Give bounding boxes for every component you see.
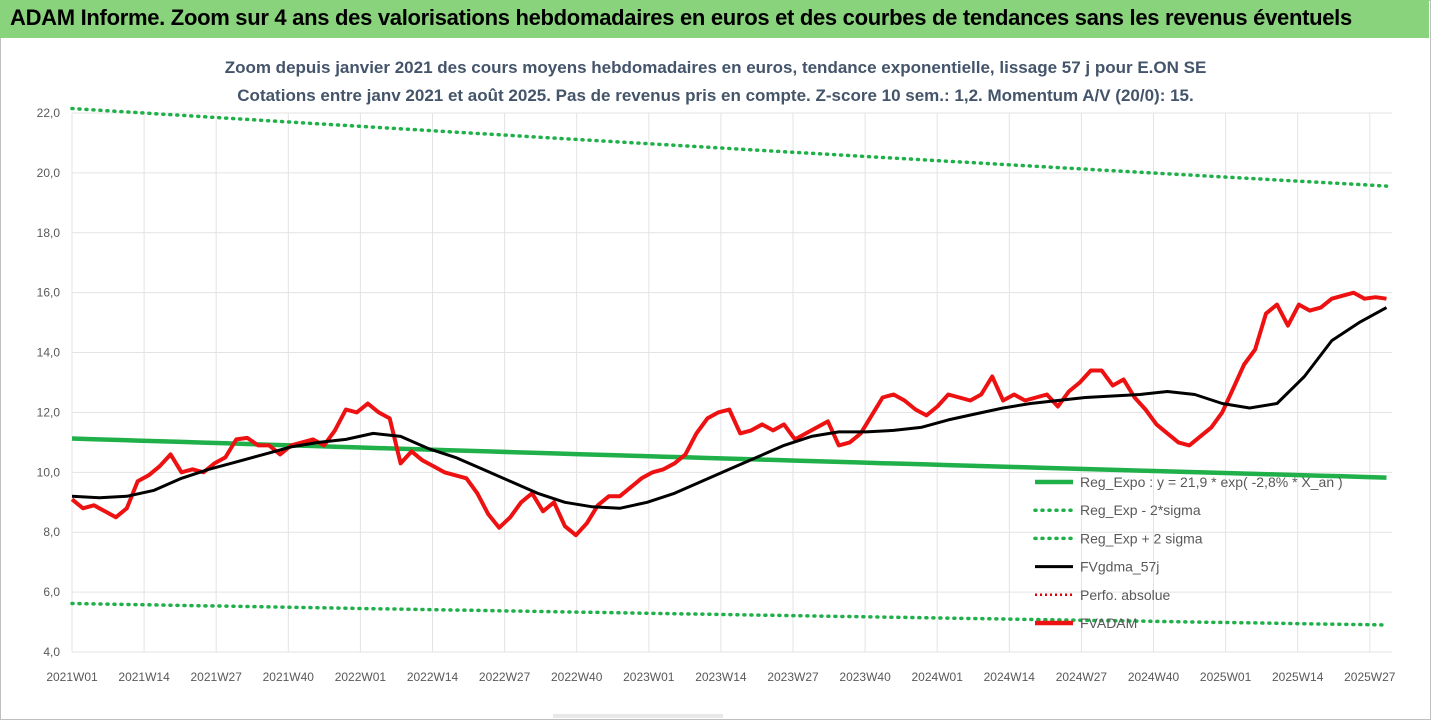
- legend-label-perfo: Perfo. absolue: [1080, 587, 1170, 603]
- y-tick-label: 10,0: [37, 465, 61, 479]
- legend-label-reg-expo: Reg_Expo : y = 21,9 * exp( -2,8% * X_an …: [1080, 474, 1343, 490]
- x-tick-label: 2023W14: [695, 670, 747, 684]
- x-tick-label: 2024W01: [912, 670, 964, 684]
- x-tick-label: 2022W40: [551, 670, 603, 684]
- x-tick-label: 2022W14: [407, 670, 459, 684]
- y-tick-label: 16,0: [37, 286, 61, 300]
- legend-label-fvgdma: FVgdma_57j: [1080, 559, 1159, 575]
- y-tick-label: 18,0: [37, 226, 61, 240]
- fvgdma-57j-line: [71, 306, 1388, 510]
- y-tick-label: 14,0: [37, 346, 61, 360]
- legend-label-reg-minus: Reg_Exp - 2*sigma: [1080, 502, 1201, 518]
- x-tick-label: 2025W14: [1272, 670, 1324, 684]
- x-tick-label: 2024W27: [1056, 670, 1108, 684]
- y-tick-label: 8,0: [43, 525, 60, 539]
- y-tick-label: 22,0: [37, 106, 61, 120]
- reg-exp-plus-2-sigma-line: [70, 106, 1389, 188]
- x-tick-label: 2023W27: [767, 670, 819, 684]
- x-tick-label: 2021W14: [118, 670, 170, 684]
- x-tick-label: 2024W14: [984, 670, 1036, 684]
- x-tick-label: 2021W40: [263, 670, 315, 684]
- y-tick-label: 4,0: [43, 645, 60, 659]
- chart-title-line-1: Zoom depuis janvier 2021 des cours moyen…: [224, 58, 1207, 77]
- chart-title-line-2: Cotations entre janv 2021 et août 2025. …: [237, 86, 1194, 105]
- reg-exp-minus-2-sigma-line: [70, 601, 1389, 627]
- y-tick-label: 6,0: [43, 585, 60, 599]
- x-tick-label: 2021W01: [46, 670, 98, 684]
- banner-title: ADAM Informe. Zoom sur 4 ans des valoris…: [10, 5, 1352, 30]
- y-tick-label: 12,0: [37, 405, 61, 419]
- x-tick-label: 2022W01: [335, 670, 387, 684]
- fvadam-line: [70, 290, 1387, 538]
- y-tick-label: 20,0: [37, 166, 61, 180]
- x-tick-label: 2025W01: [1200, 670, 1252, 684]
- x-tick-label: 2023W01: [623, 670, 675, 684]
- x-tick-label: 2021W27: [191, 670, 243, 684]
- x-tick-label: 2025W27: [1344, 670, 1396, 684]
- x-tick-label: 2022W27: [479, 670, 531, 684]
- x-tick-label: 2023W40: [839, 670, 891, 684]
- legend-label-reg-plus: Reg_Exp + 2 sigma: [1080, 530, 1203, 546]
- footer-scroll-mark: [553, 714, 723, 718]
- legend-label-fvadam: FVADAM: [1080, 615, 1137, 631]
- x-tick-label: 2024W40: [1128, 670, 1180, 684]
- report-banner: ADAM Informe. Zoom sur 4 ans des valoris…: [0, 0, 1429, 38]
